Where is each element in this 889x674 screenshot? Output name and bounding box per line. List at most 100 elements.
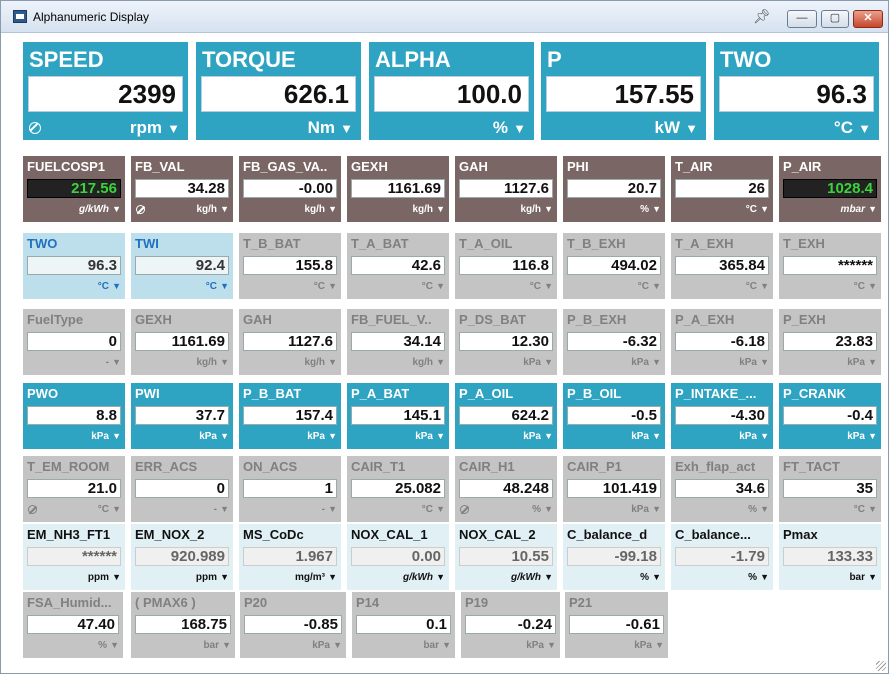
- chevron-down-icon[interactable]: ▼: [110, 640, 119, 650]
- tile-p20[interactable]: P20 -0.85 kPa ▼: [240, 592, 346, 658]
- tile-p21[interactable]: P21 -0.61 kPa ▼: [565, 592, 668, 658]
- chevron-down-icon[interactable]: ▼: [112, 504, 121, 514]
- chevron-down-icon[interactable]: ▼: [868, 204, 877, 214]
- big-tile-alpha[interactable]: ALPHA 100.0% ▼: [369, 42, 534, 140]
- tile-fb-val[interactable]: FB_VAL 34.28 kg/h ▼: [131, 156, 233, 222]
- tile-fb-fuel-v[interactable]: FB_FUEL_V.. 34.14 kg/h ▼: [347, 309, 449, 375]
- tile-t-a-exh[interactable]: T_A_EXH 365.84 °C ▼: [671, 233, 773, 299]
- close-button[interactable]: ✕: [853, 10, 883, 28]
- big-tile-torque[interactable]: TORQUE 626.1 Nm ▼: [196, 42, 361, 140]
- chevron-down-icon[interactable]: ▼: [547, 640, 556, 650]
- tile-p-air[interactable]: P_AIR 1028.4 mbar ▼: [779, 156, 881, 222]
- chevron-down-icon[interactable]: ▼: [220, 504, 229, 514]
- chevron-down-icon[interactable]: ▼: [685, 121, 698, 136]
- tile-em-nh3-ft1[interactable]: EM_NH3_FT1 ****** ppm ▼: [23, 524, 125, 590]
- tile-t-air[interactable]: T_AIR 26 °C ▼: [671, 156, 773, 222]
- chevron-down-icon[interactable]: ▼: [328, 281, 337, 291]
- chevron-down-icon[interactable]: ▼: [112, 204, 121, 214]
- chevron-down-icon[interactable]: ▼: [436, 572, 445, 582]
- chevron-down-icon[interactable]: ▼: [333, 640, 342, 650]
- tile-nox-cal-2[interactable]: NOX_CAL_2 10.55 g/kWh ▼: [455, 524, 557, 590]
- chevron-down-icon[interactable]: ▼: [868, 281, 877, 291]
- chevron-down-icon[interactable]: ▼: [436, 431, 445, 441]
- tile-em-nox-2[interactable]: EM_NOX_2 920.989 ppm ▼: [131, 524, 233, 590]
- tile-p-b-oil[interactable]: P_B_OIL -0.5 kPa ▼: [563, 383, 665, 449]
- tile-p14[interactable]: P14 0.1 bar ▼: [352, 592, 455, 658]
- tile-p-exh[interactable]: P_EXH 23.83 kPa ▼: [779, 309, 881, 375]
- chevron-down-icon[interactable]: ▼: [220, 281, 229, 291]
- tile-p-b-bat[interactable]: P_B_BAT 157.4 kPa ▼: [239, 383, 341, 449]
- tile-t-a-oil[interactable]: T_A_OIL 116.8 °C ▼: [455, 233, 557, 299]
- chevron-down-icon[interactable]: ▼: [112, 357, 121, 367]
- chevron-down-icon[interactable]: ▼: [760, 504, 769, 514]
- tile-gah[interactable]: GAH 1127.6 kg/h ▼: [239, 309, 341, 375]
- tile-fueltype[interactable]: FuelType 0 - ▼: [23, 309, 125, 375]
- chevron-down-icon[interactable]: ▼: [544, 504, 553, 514]
- title-bar[interactable]: Alphanumeric Display 📌︎ — ▢ ✕: [1, 1, 888, 33]
- tile-ft-tact[interactable]: FT_TACT 35 °C ▼: [779, 456, 881, 522]
- tile-p19[interactable]: P19 -0.24 kPa ▼: [461, 592, 560, 658]
- tile-t-em-room[interactable]: T_EM_ROOM 21.0 °C ▼: [23, 456, 125, 522]
- chevron-down-icon[interactable]: ▼: [868, 431, 877, 441]
- tile-t-b-bat[interactable]: T_B_BAT 155.8 °C ▼: [239, 233, 341, 299]
- tile-c-balance-d[interactable]: C_balance_d -99.18% ▼: [563, 524, 665, 590]
- tile-c-balance[interactable]: C_balance... -1.79% ▼: [671, 524, 773, 590]
- chevron-down-icon[interactable]: ▼: [220, 431, 229, 441]
- chevron-down-icon[interactable]: ▼: [112, 281, 121, 291]
- chevron-down-icon[interactable]: ▼: [652, 431, 661, 441]
- chevron-down-icon[interactable]: ▼: [328, 204, 337, 214]
- maximize-button[interactable]: ▢: [821, 10, 849, 28]
- chevron-down-icon[interactable]: ▼: [328, 431, 337, 441]
- tile-fuelcosp1[interactable]: FUELCOSP1 217.56 g/kWh ▼: [23, 156, 125, 222]
- tile-gah[interactable]: GAH 1127.6 kg/h ▼: [455, 156, 557, 222]
- big-tile-two[interactable]: TWO 96.3 °C ▼: [714, 42, 879, 140]
- tile-err-acs[interactable]: ERR_ACS 0 - ▼: [131, 456, 233, 522]
- big-tile-speed[interactable]: SPEED 2399 rpm ▼: [23, 42, 188, 140]
- tile-p-intake[interactable]: P_INTAKE_... -4.30 kPa ▼: [671, 383, 773, 449]
- tile-ms-codc[interactable]: MS_CoDc 1.967 mg/m³ ▼: [239, 524, 341, 590]
- chevron-down-icon[interactable]: ▼: [868, 572, 877, 582]
- pin-icon[interactable]: 📌︎: [753, 8, 771, 24]
- tile-t-a-bat[interactable]: T_A_BAT 42.6 °C ▼: [347, 233, 449, 299]
- chevron-down-icon[interactable]: ▼: [328, 357, 337, 367]
- tile-p-a-exh[interactable]: P_A_EXH -6.18 kPa ▼: [671, 309, 773, 375]
- tile-gexh[interactable]: GEXH 1161.69 kg/h ▼: [131, 309, 233, 375]
- chevron-down-icon[interactable]: ▼: [340, 121, 353, 136]
- chevron-down-icon[interactable]: ▼: [868, 504, 877, 514]
- tile-p-b-exh[interactable]: P_B_EXH -6.32 kPa ▼: [563, 309, 665, 375]
- tile-fb-gas-va[interactable]: FB_GAS_VA.. -0.00 kg/h ▼: [239, 156, 341, 222]
- chevron-down-icon[interactable]: ▼: [868, 357, 877, 367]
- chevron-down-icon[interactable]: ▼: [328, 504, 337, 514]
- tile-exh-flap-act[interactable]: Exh_flap_act 34.6% ▼: [671, 456, 773, 522]
- tile-pmax[interactable]: Pmax 133.33 bar ▼: [779, 524, 881, 590]
- tile-t-exh[interactable]: T_EXH ****** °C ▼: [779, 233, 881, 299]
- tile-pmax6[interactable]: ( PMAX6 ) 168.75 bar ▼: [131, 592, 235, 658]
- chevron-down-icon[interactable]: ▼: [513, 121, 526, 136]
- tile-t-b-exh[interactable]: T_B_EXH 494.02 °C ▼: [563, 233, 665, 299]
- chevron-down-icon[interactable]: ▼: [328, 572, 337, 582]
- chevron-down-icon[interactable]: ▼: [222, 640, 231, 650]
- chevron-down-icon[interactable]: ▼: [436, 504, 445, 514]
- chevron-down-icon[interactable]: ▼: [112, 431, 121, 441]
- chevron-down-icon[interactable]: ▼: [652, 357, 661, 367]
- tile-nox-cal-1[interactable]: NOX_CAL_1 0.00 g/kWh ▼: [347, 524, 449, 590]
- tile-p-a-oil[interactable]: P_A_OIL 624.2 kPa ▼: [455, 383, 557, 449]
- tile-cair-t1[interactable]: CAIR_T1 25.082 °C ▼: [347, 456, 449, 522]
- chevron-down-icon[interactable]: ▼: [544, 281, 553, 291]
- chevron-down-icon[interactable]: ▼: [220, 572, 229, 582]
- tile-pwi[interactable]: PWI 37.7 kPa ▼: [131, 383, 233, 449]
- chevron-down-icon[interactable]: ▼: [220, 357, 229, 367]
- chevron-down-icon[interactable]: ▼: [436, 281, 445, 291]
- tile-on-acs[interactable]: ON_ACS 1 - ▼: [239, 456, 341, 522]
- tile-p-ds-bat[interactable]: P_DS_BAT 12.30 kPa ▼: [455, 309, 557, 375]
- chevron-down-icon[interactable]: ▼: [220, 204, 229, 214]
- chevron-down-icon[interactable]: ▼: [760, 357, 769, 367]
- chevron-down-icon[interactable]: ▼: [544, 357, 553, 367]
- tile-fsa-humid[interactable]: FSA_Humid... 47.40% ▼: [23, 592, 123, 658]
- tile-twi[interactable]: TWI 92.4 °C ▼: [131, 233, 233, 299]
- tile-cair-h1[interactable]: CAIR_H1 48.248% ▼: [455, 456, 557, 522]
- chevron-down-icon[interactable]: ▼: [760, 204, 769, 214]
- tile-p-a-bat[interactable]: P_A_BAT 145.1 kPa ▼: [347, 383, 449, 449]
- chevron-down-icon[interactable]: ▼: [760, 281, 769, 291]
- tile-two[interactable]: TWO 96.3 °C ▼: [23, 233, 125, 299]
